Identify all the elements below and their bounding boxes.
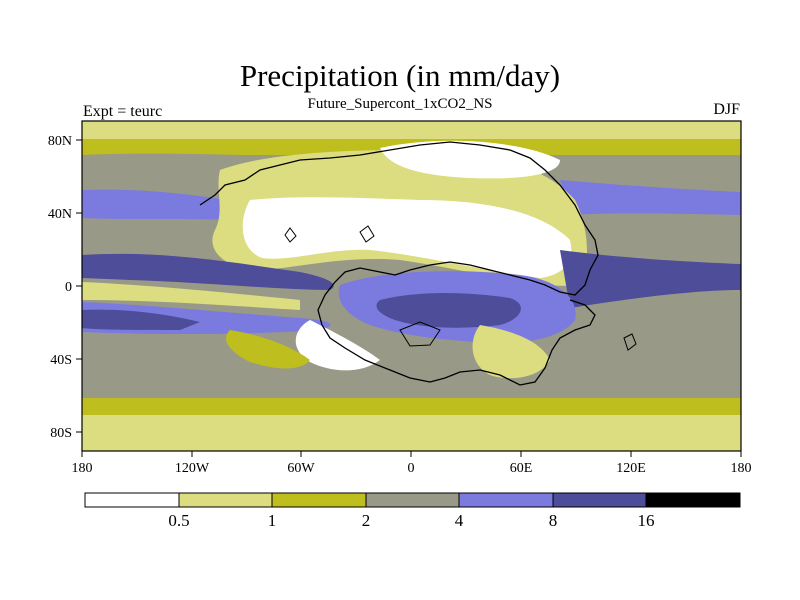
colorbar-label: 0.5 (168, 511, 189, 530)
island-outline (284, 227, 297, 243)
colorbar-swatch-0 (84, 492, 180, 508)
y-tick-label: 40S (50, 353, 72, 368)
island-outline (359, 225, 375, 243)
equatorial-dry-west (82, 282, 300, 310)
colorbar-label: 8 (549, 511, 558, 530)
southern-convergence-core (82, 309, 200, 330)
island-outline (623, 333, 637, 351)
north-storm-track-east (560, 180, 741, 215)
map-plot-area (82, 121, 741, 451)
south-subpolar-band (82, 398, 741, 415)
colorbar-swatch-2 (271, 492, 367, 508)
itcz-west (82, 253, 334, 290)
x-tick-label: 60E (510, 461, 533, 476)
southern-subtropical-dry-west (295, 320, 380, 371)
colorbar-swatch-4 (458, 492, 554, 508)
colorbar-label: 16 (638, 511, 655, 530)
supercontinent-outline (199, 141, 599, 386)
colorbar-swatch-3 (365, 492, 460, 508)
x-tick-label: 120E (616, 461, 646, 476)
arctic-dry-area (380, 140, 560, 179)
southern-transition-band (226, 330, 310, 369)
colorbar-swatch-5 (552, 492, 647, 508)
north-polar-band (82, 121, 741, 139)
plot-subtitle: Future_Supercont_1xCO2_NS (307, 96, 493, 112)
colorbar-swatch-6 (645, 492, 741, 508)
experiment-label: Expt = teurc (83, 103, 163, 120)
x-tick-label: 60W (287, 461, 315, 476)
itcz-east (560, 250, 741, 308)
colorbar-label: 1 (268, 511, 277, 530)
x-tick-label: 0 (408, 461, 415, 476)
y-tick-label: 0 (65, 280, 72, 295)
y-tick-label: 80N (48, 134, 72, 149)
y-tick-label: 80S (50, 426, 72, 441)
x-tick-label: 120W (175, 461, 210, 476)
south-pole-band (82, 437, 741, 451)
x-tick-label: 180 (72, 461, 93, 476)
y-tick-label: 40N (48, 207, 72, 222)
colorbar-label: 2 (362, 511, 371, 530)
south-polar-band (82, 415, 741, 437)
colorbar-label: 4 (455, 511, 464, 530)
x-tick-label: 180 (731, 461, 752, 476)
north-storm-track-west (82, 189, 230, 220)
plot-title: Precipitation (in mm/day) (239, 58, 561, 93)
tick-marks (76, 139, 742, 457)
season-label: DJF (713, 101, 740, 118)
northern-supercontinent-desert (242, 197, 572, 278)
southern-continent-monsoon-core (376, 293, 521, 328)
colorbar (84, 492, 741, 508)
southern-storm-track (82, 370, 741, 388)
island-outline (399, 321, 441, 347)
southern-subtropical-dry-east (472, 325, 550, 379)
colorbar-swatch-1 (178, 492, 273, 508)
